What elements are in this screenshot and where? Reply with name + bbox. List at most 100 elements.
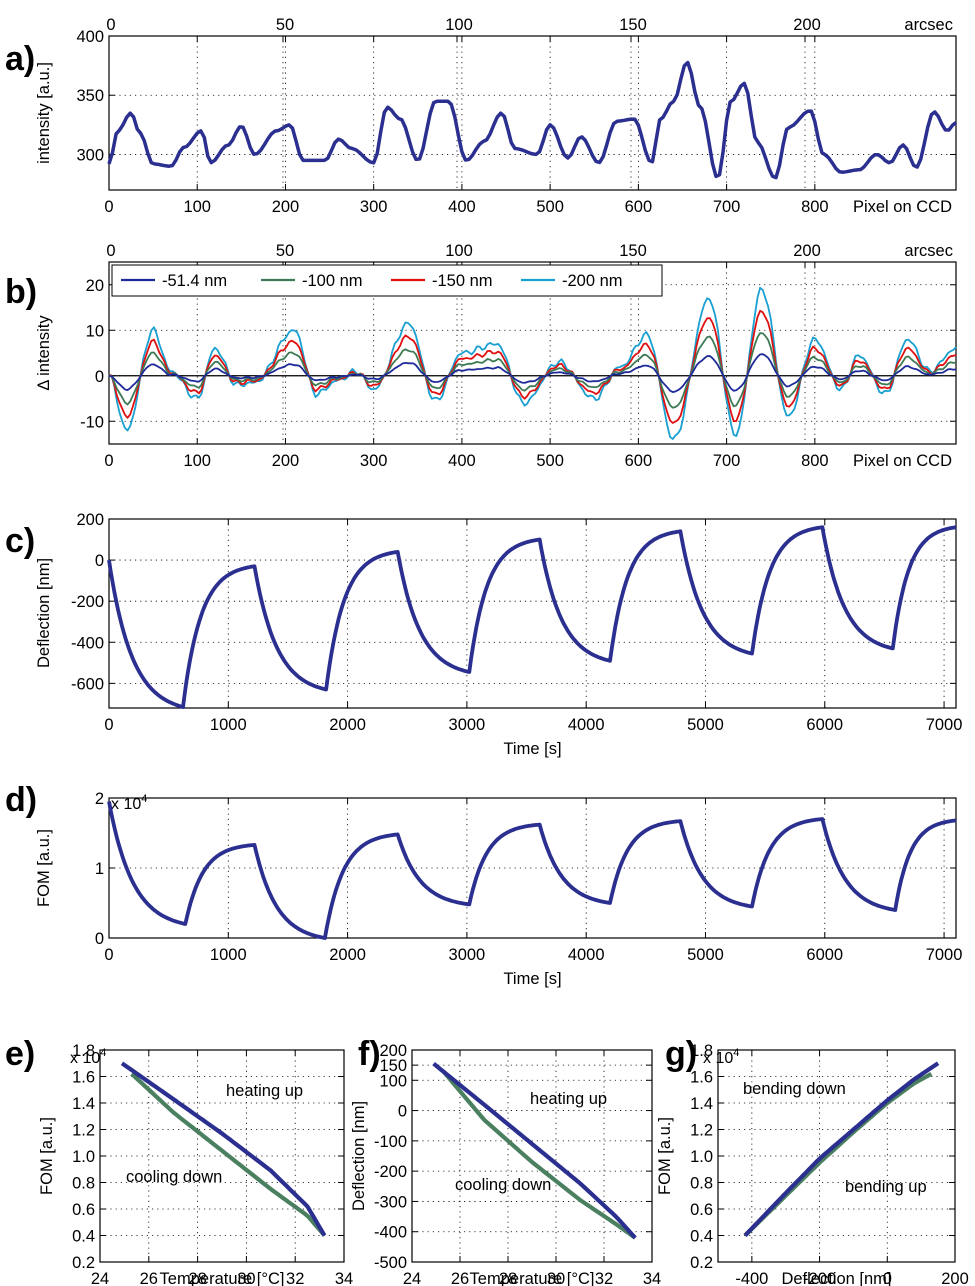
x-tick-label: 500 (536, 452, 564, 470)
series-line (108, 309, 957, 424)
top-tick-label: 0 (106, 242, 115, 260)
x-tick-label: 7000 (926, 946, 963, 964)
y-tick-label: 0 (398, 1103, 407, 1121)
exponent-label: x 104 (703, 1047, 739, 1067)
y-tick-label: 0.2 (72, 1254, 95, 1272)
top-tick-label: 150 (619, 242, 647, 260)
x-tick-label: 5000 (687, 716, 724, 734)
y-tick-label: 0.4 (72, 1228, 95, 1246)
grid (109, 36, 956, 190)
y-axis-label: Deflection [nm] (350, 1101, 368, 1211)
x-tick-label: 2000 (329, 946, 366, 964)
x-tick-label: 4000 (568, 716, 605, 734)
x-axis-label: Time [s] (503, 740, 561, 758)
y-tick-label: 0.8 (690, 1175, 713, 1193)
y-tick-label: 20 (86, 277, 104, 295)
y-tick-label: 10 (86, 322, 104, 340)
top-tick-label: 150 (619, 16, 647, 34)
axes-frame (108, 797, 957, 939)
y-tick-label: 0 (95, 368, 104, 386)
x-tick-label: 7000 (926, 716, 963, 734)
y-tick-label: -200 (374, 1163, 407, 1181)
y-axis-label: FOM [a.u.] (656, 1117, 674, 1195)
x-axis-label: Time [s] (503, 970, 561, 988)
annotation: heating up (226, 1082, 303, 1100)
panel-d: 0 1000 2000 3000 4000 5000 6000 7000 0 1 2 Time [s]… (5, 781, 962, 988)
x-tick-label: 1000 (210, 946, 247, 964)
axes-frame (108, 518, 957, 709)
y-tick-label: 1.4 (72, 1095, 95, 1113)
panel-letter: a) (5, 40, 35, 78)
y-tick-label: 1.4 (690, 1095, 713, 1113)
grid (109, 798, 956, 938)
y-tick-label: 1.0 (690, 1148, 713, 1166)
x-tick-label: 32 (595, 1270, 613, 1286)
x-axis-label: Pixel on CCD (853, 198, 952, 216)
x-tick-label: 28 (188, 1270, 206, 1286)
y-tick-label: 400 (76, 28, 104, 46)
x-tick-label: 300 (360, 452, 388, 470)
y-tick-label: 0.6 (690, 1201, 713, 1219)
y-tick-label: 1.6 (72, 1069, 95, 1087)
x-tick-label: 500 (536, 198, 564, 216)
y-tick-label: -400 (374, 1224, 407, 1242)
x-tick-label: 24 (403, 1270, 421, 1286)
x-tick-label: 300 (360, 198, 388, 216)
x-tick-label: 34 (335, 1270, 353, 1286)
y-axis-label: Δ intensity (35, 315, 53, 391)
x-tick-label: 600 (625, 198, 653, 216)
y-tick-label: 1 (95, 860, 104, 878)
annotation: bending up (845, 1178, 927, 1196)
x-tick-label: 26 (140, 1270, 158, 1286)
series-line (743, 1071, 933, 1238)
top-tick-label: 100 (445, 16, 473, 34)
series-line (441, 1069, 637, 1240)
top-tick-label: 50 (276, 16, 294, 34)
y-tick-label: 200 (379, 1042, 407, 1060)
x-tick-label: 3000 (449, 716, 486, 734)
series-line (108, 286, 957, 440)
axes-frame (108, 35, 957, 191)
series-line (107, 525, 957, 709)
y-tick-label: 350 (76, 87, 104, 105)
x-tick-label: 200 (941, 1270, 969, 1286)
annotation: heating up (530, 1090, 607, 1108)
x-tick-label: 0 (104, 946, 113, 964)
x-tick-label: 0 (104, 198, 113, 216)
x-tick-label: 200 (272, 198, 300, 216)
top-axis-label: arcsec (904, 242, 953, 260)
x-axis-label: Pixel on CCD (853, 452, 952, 470)
x-tick-label: 0 (104, 452, 113, 470)
y-tick-label: -600 (71, 675, 104, 693)
top-tick-label: 200 (793, 16, 821, 34)
panel-c: 0 1000 2000 3000 4000 5000 6000 7000-600-400-20… (5, 511, 962, 758)
annotation: cooling down (455, 1176, 551, 1194)
x-axis-label: Temperature [°C] (470, 1270, 595, 1286)
legend-entry: -150 nm (432, 272, 493, 290)
x-axis-label: Deflection [nm] (781, 1270, 891, 1286)
y-tick-label: 150 (379, 1057, 407, 1075)
x-tick-label: 6000 (806, 946, 843, 964)
exponent-label: x 104 (111, 793, 147, 813)
panel-letter: g) (665, 1035, 697, 1073)
axes-frame (108, 261, 957, 445)
y-tick-label: 1.2 (72, 1122, 95, 1140)
x-tick-label: 200 (272, 452, 300, 470)
x-tick-label: 700 (713, 452, 741, 470)
top-tick-label: 200 (793, 242, 821, 260)
x-tick-label: -400 (735, 1270, 768, 1286)
top-tick-label: 0 (106, 16, 115, 34)
series-line (120, 1061, 327, 1237)
grid (412, 1050, 652, 1262)
x-tick-label: 30 (237, 1270, 255, 1286)
y-axis-label: FOM [a.u.] (38, 1117, 56, 1195)
series-line (432, 1061, 637, 1240)
y-tick-label: 0.2 (690, 1254, 713, 1272)
x-tick-label: 800 (801, 452, 829, 470)
y-tick-label: -10 (80, 413, 104, 431)
x-tick-label: 28 (499, 1270, 517, 1286)
x-tick-label: 32 (286, 1270, 304, 1286)
series-line (743, 1061, 940, 1237)
